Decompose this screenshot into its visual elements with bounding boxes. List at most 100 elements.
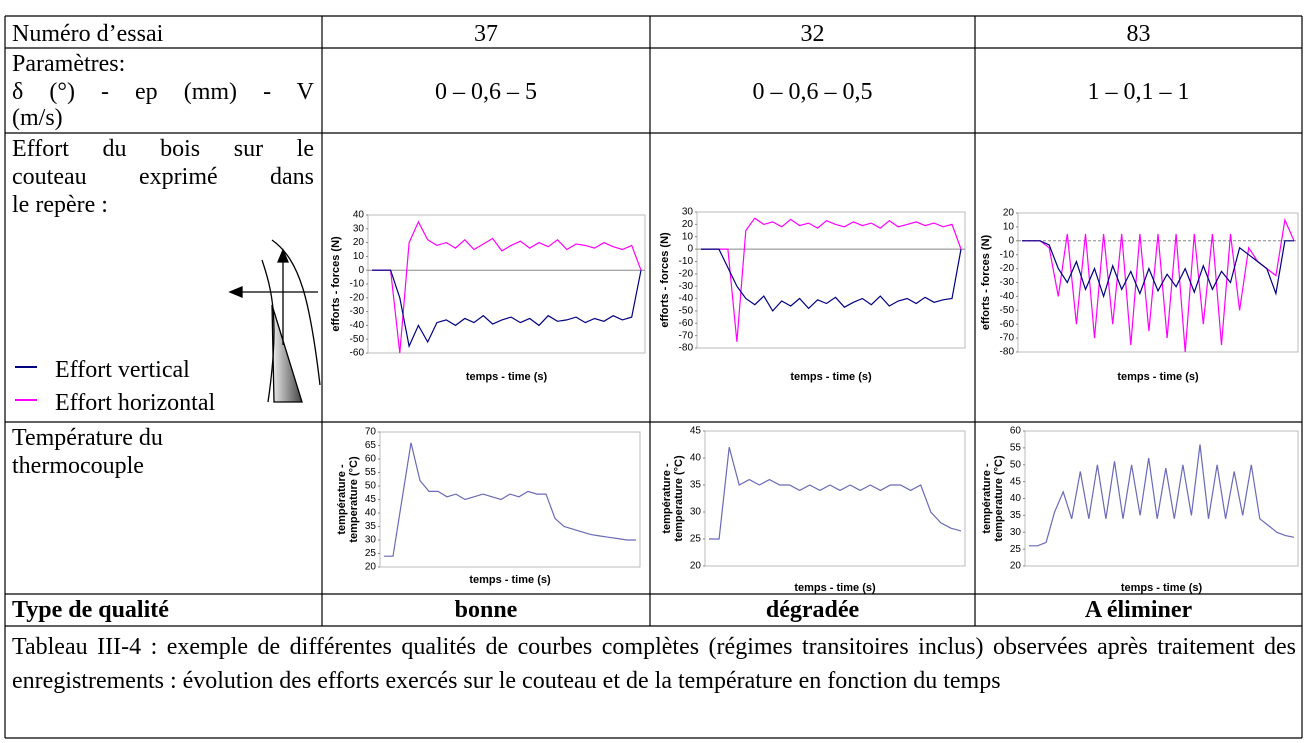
- x-axis-label: temps - time (s): [1121, 582, 1203, 594]
- y-tick-label: -60: [350, 348, 365, 359]
- y-tick-label: 25: [365, 548, 377, 559]
- header-label: Numéro d’essai: [12, 21, 164, 47]
- y-tick-label: 10: [353, 251, 365, 262]
- parameters-label: (m/s): [12, 105, 63, 131]
- y-tick-label: -40: [679, 293, 694, 304]
- series-line: [1029, 444, 1295, 547]
- y-tick-label: 20: [690, 561, 702, 572]
- x-axis-label: temps - time (s): [466, 371, 548, 383]
- y-tick-label: 0: [358, 265, 364, 276]
- quality-value: dégradée: [765, 597, 860, 623]
- parameters-label: δ (°) - ep (mm) - V: [12, 79, 314, 105]
- y-tick-label: 25: [1010, 544, 1022, 555]
- plot-frame: [379, 431, 641, 568]
- y-axis-label: temperature (°C): [348, 456, 360, 543]
- y-tick-label: 35: [1010, 510, 1022, 521]
- x-axis-label: temps - time (s): [469, 574, 551, 586]
- y-tick-label: 30: [1010, 527, 1022, 538]
- caption: Tableau III-4 : exemple de différentes q…: [12, 634, 1296, 694]
- y-axis-label: efforts - forces (N): [330, 236, 342, 332]
- y-tick-label: -20: [1000, 263, 1015, 274]
- y-tick-label: 30: [682, 207, 694, 218]
- x-axis-label: temps - time (s): [794, 582, 876, 594]
- y-axis-label: temperature (°C): [993, 455, 1005, 542]
- y-tick-label: -80: [1000, 347, 1015, 358]
- plot-frame: [696, 211, 966, 349]
- y-tick-label: 45: [690, 426, 702, 437]
- y-tick-label: 40: [353, 210, 365, 221]
- y-tick-label: 20: [1003, 208, 1015, 219]
- series-line: [1022, 240, 1294, 299]
- plot-frame: [704, 430, 966, 567]
- y-tick-label: 45: [365, 494, 377, 505]
- y-tick-label: -50: [350, 334, 365, 345]
- series-line: [384, 442, 636, 557]
- y-tick-label: 50: [365, 481, 377, 492]
- test-number: 32: [800, 21, 825, 47]
- plot-frame: [367, 214, 646, 354]
- y-tick-label: -30: [679, 281, 694, 292]
- y-tick-label: 60: [1010, 426, 1022, 437]
- y-tick-label: -40: [1000, 291, 1015, 302]
- y-tick-label: 60: [365, 454, 377, 465]
- y-tick-label: 0: [687, 244, 693, 255]
- y-tick-label: 20: [365, 562, 377, 573]
- series-line: [701, 248, 962, 312]
- y-tick-label: -60: [679, 318, 694, 329]
- series-line: [709, 447, 962, 540]
- y-tick-label: -10: [679, 256, 694, 267]
- knife-diagram: [228, 239, 321, 403]
- y-tick-label: -20: [679, 268, 694, 279]
- y-tick-label: -10: [350, 279, 365, 290]
- parameters-label: Paramètres:: [12, 51, 126, 77]
- y-tick-label: -80: [679, 343, 694, 354]
- y-axis-label: efforts - forces (N): [980, 234, 992, 330]
- y-tick-label: 30: [353, 223, 365, 234]
- forces-label: le repère :: [12, 192, 108, 218]
- y-tick-label: 25: [690, 534, 702, 545]
- y-tick-label: 10: [682, 231, 694, 242]
- test-number: 83: [1126, 21, 1151, 47]
- temperature-label: Température du: [12, 425, 163, 451]
- x-axis-label: temps - time (s): [1117, 371, 1199, 383]
- y-axis-label: température -: [661, 463, 673, 534]
- quality-value: A éliminer: [1084, 597, 1193, 623]
- y-tick-label: 40: [1010, 493, 1022, 504]
- y-tick-label: 45: [1010, 476, 1022, 487]
- y-tick-label: 40: [365, 508, 377, 519]
- y-tick-label: 35: [365, 521, 377, 532]
- series-line: [372, 220, 642, 354]
- forces-label: couteau exprimé dans: [12, 164, 314, 190]
- y-axis-label: température -: [981, 463, 993, 534]
- y-tick-label: 50: [1010, 459, 1022, 470]
- y-tick-label: -60: [1000, 319, 1015, 330]
- y-tick-label: 0: [1008, 235, 1014, 246]
- legend-label: Effort vertical: [55, 357, 190, 383]
- temperature-label: thermocouple: [12, 453, 144, 479]
- y-tick-label: 55: [1010, 443, 1022, 454]
- legend-label: Effort horizontal: [55, 390, 216, 416]
- y-axis-label: température -: [336, 464, 348, 535]
- quality-label: Type de qualité: [12, 597, 169, 623]
- test-number: 37: [474, 21, 498, 47]
- y-tick-label: -30: [350, 306, 365, 317]
- y-tick-label: -70: [1000, 333, 1015, 344]
- y-axis-label: temperature (°C): [673, 455, 685, 542]
- y-tick-label: 40: [690, 453, 702, 464]
- y-tick-label: 20: [353, 237, 365, 248]
- quality-value: bonne: [454, 597, 518, 623]
- series-line: [1022, 217, 1295, 353]
- y-tick-label: -70: [679, 330, 694, 341]
- y-tick-label: -10: [1000, 249, 1015, 260]
- x-axis-label: temps - time (s): [790, 371, 872, 383]
- y-tick-label: -50: [1000, 305, 1015, 316]
- y-tick-label: 35: [690, 480, 702, 491]
- y-tick-label: -50: [679, 306, 694, 317]
- y-tick-label: -30: [1000, 277, 1015, 288]
- forces-label: Effort du bois sur le: [12, 136, 314, 162]
- y-tick-label: -40: [350, 320, 365, 331]
- y-tick-label: 30: [365, 535, 377, 546]
- y-tick-label: 65: [365, 440, 377, 451]
